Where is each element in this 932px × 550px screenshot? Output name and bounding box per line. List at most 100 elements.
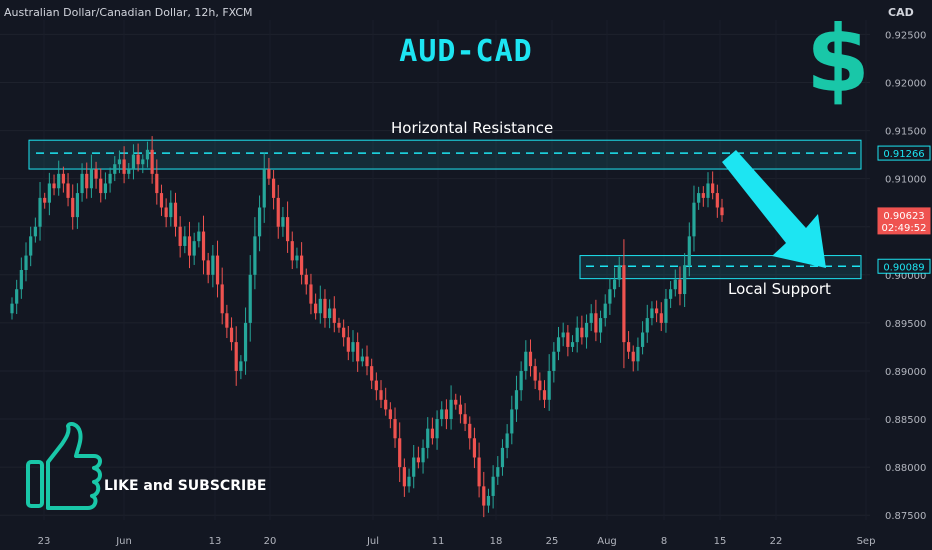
candle-body <box>131 154 136 170</box>
candle <box>29 226 33 267</box>
candle <box>332 296 336 333</box>
candle-body <box>71 197 75 218</box>
symbol-description: Australian Dollar/Canadian Dollar, 12h, … <box>4 6 253 19</box>
candle-body <box>220 284 224 314</box>
candle <box>570 335 575 352</box>
candle-body <box>561 332 565 338</box>
candle-body <box>566 332 570 347</box>
candle-body <box>192 241 196 256</box>
candle <box>103 172 108 200</box>
candle-body <box>449 399 453 420</box>
candle <box>351 330 355 362</box>
candle <box>159 184 164 216</box>
candle-body <box>701 193 705 198</box>
candle-body <box>500 447 505 468</box>
candle-body <box>52 183 56 189</box>
candle <box>575 316 579 353</box>
candle <box>43 192 47 209</box>
candle-body <box>524 351 528 371</box>
chart-title: AUD-CAD <box>399 34 533 69</box>
down-arrow-icon <box>722 150 826 268</box>
candle <box>365 345 369 376</box>
candle-body <box>388 409 392 420</box>
candle-body <box>127 169 131 174</box>
candle-body <box>528 351 533 367</box>
candle <box>622 239 626 369</box>
candle <box>356 332 360 372</box>
resistance-price-tag <box>877 145 931 161</box>
candle-layer <box>10 136 724 518</box>
candle-body <box>416 457 420 463</box>
candle-body <box>370 366 374 381</box>
candle-body <box>669 289 673 299</box>
candle-body <box>99 178 103 194</box>
candle <box>701 186 705 207</box>
candle <box>454 393 458 410</box>
candle <box>253 217 257 290</box>
candle-body <box>430 428 434 439</box>
candle <box>342 319 346 347</box>
candle-body <box>444 409 449 420</box>
candle-body <box>234 342 238 371</box>
candle <box>398 422 402 483</box>
candle <box>61 166 65 193</box>
candle <box>211 245 215 288</box>
candle-body <box>706 183 710 198</box>
candle-body <box>720 207 724 216</box>
candle <box>412 445 416 489</box>
candle-body <box>542 390 547 400</box>
candle-body <box>715 193 719 208</box>
candle-body <box>664 298 668 323</box>
candle <box>206 252 210 284</box>
candle-body <box>673 279 677 290</box>
candle-body <box>687 236 691 266</box>
candle <box>328 299 332 329</box>
candle-body <box>108 173 112 184</box>
candle-body <box>556 337 561 352</box>
candle-body <box>711 183 715 194</box>
candle-body <box>589 313 593 323</box>
candle <box>164 198 168 228</box>
candle-body <box>519 370 523 391</box>
candle-body <box>435 419 439 439</box>
candle <box>89 154 94 198</box>
candle-body <box>85 173 89 189</box>
candle <box>197 222 201 248</box>
candle <box>468 416 472 450</box>
candle <box>19 257 23 299</box>
candle-body <box>678 279 682 295</box>
y-tick-label: 0.91500 <box>885 127 926 138</box>
x-tick-label: 22 <box>770 536 783 547</box>
candle <box>594 299 598 342</box>
candle <box>608 277 612 315</box>
candle <box>664 288 668 333</box>
candle-body <box>584 322 589 338</box>
candle-body <box>323 298 327 319</box>
candle <box>711 171 715 200</box>
candle-body <box>159 193 164 208</box>
candle <box>337 317 341 333</box>
candle <box>300 242 304 285</box>
candle <box>645 304 649 343</box>
candle <box>449 385 453 430</box>
candle-body <box>169 202 173 218</box>
arrow-shape <box>722 150 826 268</box>
candle <box>673 269 677 297</box>
candle-body <box>253 236 257 275</box>
candle <box>183 226 187 254</box>
candle-body <box>304 274 308 285</box>
candle <box>33 217 37 243</box>
candle <box>580 315 584 345</box>
candle <box>47 172 51 216</box>
candle-body <box>594 313 598 333</box>
candle <box>24 242 28 282</box>
candle <box>108 167 112 193</box>
candle <box>486 488 491 513</box>
candle <box>444 399 449 430</box>
candle-body <box>178 226 182 246</box>
candle <box>683 253 687 308</box>
candle-body <box>206 260 210 275</box>
candle <box>692 185 696 252</box>
